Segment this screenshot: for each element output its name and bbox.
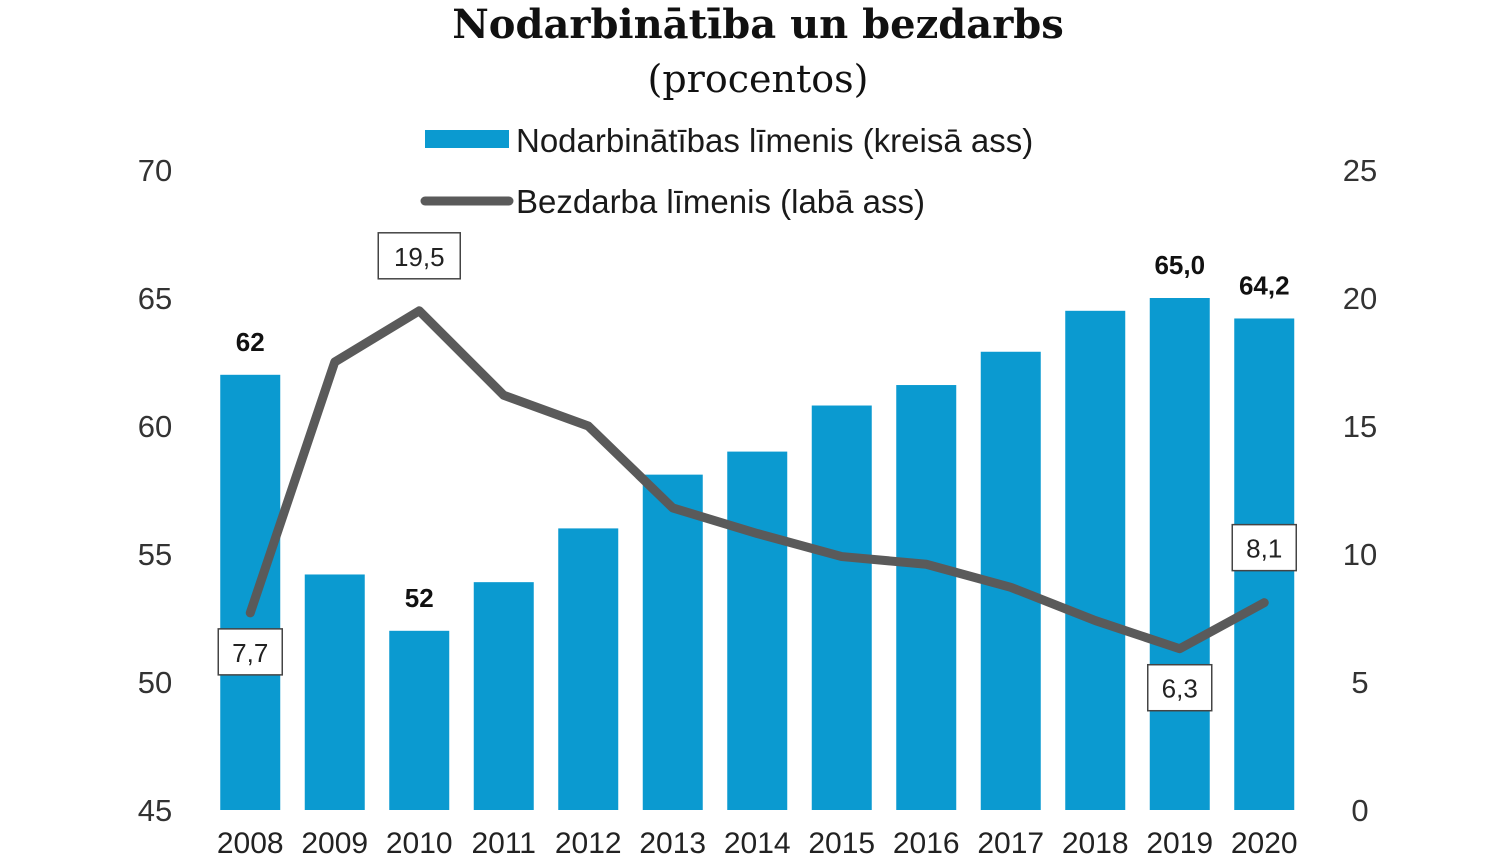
left-tick-label: 45 — [138, 793, 172, 828]
line-value-box — [1231, 523, 1297, 572]
line-point-2011 — [502, 394, 505, 397]
x-tick-label: 2019 — [1146, 827, 1213, 860]
line-value-box — [217, 628, 283, 676]
bar-value-label: 52 — [405, 583, 434, 613]
right-tick-label: 0 — [1351, 793, 1368, 828]
right-tick-label: 25 — [1343, 153, 1377, 188]
left-tick-label: 50 — [138, 665, 172, 700]
x-tick-label: 2015 — [808, 827, 875, 860]
chart-subtitle: (procentos) — [648, 57, 869, 101]
line-point-2014 — [756, 532, 759, 535]
right-axis: 0 5 10 15 20 25 — [1343, 153, 1377, 828]
right-tick-label: 10 — [1343, 537, 1377, 572]
x-tick-label: 2013 — [639, 827, 706, 860]
bar-data-labels: 62 52 65,0 64,2 — [236, 250, 1290, 613]
bar-value-label: 64,2 — [1239, 270, 1290, 300]
line-value-label: 19,5 — [394, 242, 445, 272]
right-tick-label: 15 — [1343, 409, 1377, 444]
line-point-2020 — [1263, 601, 1266, 604]
left-tick-label: 60 — [138, 409, 172, 444]
x-axis: 2008 2009 2010 2011 2012 2013 2014 2015 2016 2017… — [217, 827, 1298, 860]
unemployment-line — [245, 306, 1269, 654]
line-point-2009 — [333, 361, 336, 363]
x-tick-label: 2012 — [555, 827, 622, 860]
employment-bars — [220, 298, 1295, 810]
bar-2010 — [389, 630, 450, 810]
bar-2015 — [811, 405, 872, 810]
x-tick-label: 2009 — [301, 827, 368, 860]
x-tick-label: 2020 — [1231, 827, 1298, 860]
line-point-2015 — [840, 555, 843, 558]
bar-2012 — [558, 528, 619, 810]
bar-2011 — [473, 582, 534, 810]
x-tick-label: 2017 — [977, 827, 1044, 860]
bar-2018 — [1065, 310, 1126, 810]
left-tick-label: 55 — [138, 537, 172, 572]
bar-value-label: 62 — [236, 327, 265, 357]
left-tick-label: 65 — [138, 281, 172, 316]
bar-2014 — [727, 451, 788, 810]
left-tick-label: 70 — [138, 153, 172, 188]
line-point-2018 — [1094, 619, 1097, 622]
x-tick-label: 2016 — [893, 827, 960, 860]
left-axis: 45 50 55 60 65 70 — [138, 153, 172, 828]
chart-title: Nodarbinātība un bezdarbs — [452, 1, 1064, 48]
line-value-box — [1147, 663, 1213, 712]
line-point-2012 — [587, 425, 590, 427]
line-point-2008 — [249, 611, 252, 614]
line-value-callout: 7,7 — [217, 628, 283, 676]
bar-2016 — [896, 385, 957, 810]
line-value-box — [377, 232, 461, 280]
x-tick-label: 2014 — [724, 827, 791, 860]
right-tick-label: 5 — [1351, 665, 1368, 700]
legend-bar-swatch — [425, 130, 509, 148]
line-value-label: 8,1 — [1246, 534, 1282, 564]
bar-2019 — [1149, 298, 1210, 810]
x-tick-label: 2008 — [217, 827, 284, 860]
line-value-label: 6,3 — [1162, 674, 1198, 704]
line-data-labels: 7,7 19,5 6,3 8,1 — [217, 232, 1297, 712]
line-point-2013 — [671, 506, 674, 509]
line-value-label: 7,7 — [232, 638, 268, 668]
x-tick-label: 2011 — [471, 827, 536, 860]
line-point-2016 — [925, 563, 928, 566]
x-tick-label: 2010 — [386, 827, 453, 860]
line-point-2010 — [418, 309, 421, 312]
line-point-2017 — [1009, 586, 1012, 589]
legend-label-employment: Nodarbinātības līmenis (kreisā ass) — [516, 122, 1033, 159]
line-value-callout: 8,1 — [1231, 523, 1297, 572]
legend-label-unemployment: Bezdarba līmenis (labā ass) — [516, 183, 925, 220]
right-tick-label: 20 — [1343, 281, 1377, 316]
legend: Nodarbinātības līmenis (kreisā ass) Bezd… — [420, 122, 1033, 220]
bar-2008 — [220, 374, 281, 810]
bar-2009 — [304, 574, 365, 810]
line-value-callout: 6,3 — [1147, 663, 1213, 712]
bar-2013 — [642, 474, 703, 810]
line-point-2019 — [1178, 647, 1181, 650]
line-value-callout: 19,5 — [377, 232, 461, 280]
bar-value-label: 65,0 — [1154, 250, 1205, 280]
x-tick-label: 2018 — [1062, 827, 1129, 860]
